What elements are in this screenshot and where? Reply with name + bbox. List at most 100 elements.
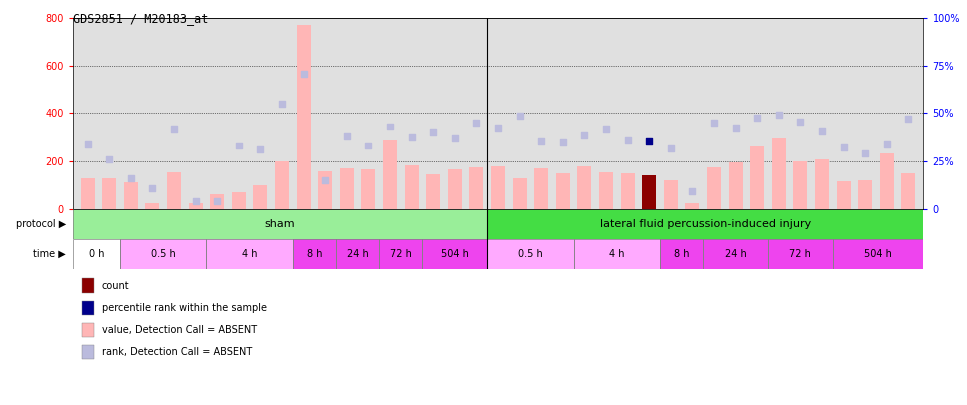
Text: 504 h: 504 h <box>441 249 469 259</box>
Point <box>620 136 635 143</box>
Point <box>835 143 851 150</box>
Bar <box>487 239 573 269</box>
Point <box>145 185 161 192</box>
Bar <box>573 239 660 269</box>
Text: 4 h: 4 h <box>609 249 625 259</box>
Point <box>296 71 311 77</box>
Bar <box>728 162 743 209</box>
Point <box>793 119 808 125</box>
Bar <box>815 159 829 209</box>
Point <box>576 132 592 138</box>
Bar <box>642 175 657 209</box>
Bar <box>189 202 203 209</box>
Point <box>210 198 225 205</box>
Bar <box>703 239 768 269</box>
Bar <box>487 209 923 239</box>
Bar <box>275 161 289 209</box>
Point <box>685 188 700 194</box>
Bar <box>103 178 116 209</box>
Bar <box>750 145 764 209</box>
Text: 24 h: 24 h <box>724 249 747 259</box>
Point <box>80 141 96 147</box>
Bar <box>768 239 833 269</box>
Bar <box>707 167 721 209</box>
Point <box>512 113 527 119</box>
Point <box>361 142 376 149</box>
Bar <box>362 169 375 209</box>
Bar <box>858 180 872 209</box>
Bar <box>599 172 613 209</box>
Text: rank, Detection Call = ABSENT: rank, Detection Call = ABSENT <box>102 347 251 357</box>
Point <box>252 146 268 152</box>
Point <box>900 116 916 123</box>
Bar <box>383 140 397 209</box>
Bar <box>836 181 851 209</box>
Bar <box>379 239 423 269</box>
Text: sham: sham <box>265 219 295 229</box>
Bar <box>513 178 527 209</box>
Point <box>814 128 830 134</box>
Text: 4 h: 4 h <box>242 249 257 259</box>
Point <box>231 142 247 149</box>
Bar <box>663 180 678 209</box>
Bar <box>833 239 923 269</box>
Bar <box>660 239 703 269</box>
Bar <box>703 239 768 269</box>
Bar <box>80 178 95 209</box>
Text: 0 h: 0 h <box>89 249 104 259</box>
Point <box>425 129 441 136</box>
Bar <box>621 173 634 209</box>
Point <box>858 149 873 156</box>
Text: 0.5 h: 0.5 h <box>518 249 542 259</box>
Text: time ▶: time ▶ <box>33 249 66 259</box>
Bar <box>469 167 484 209</box>
Text: 0.5 h: 0.5 h <box>151 249 176 259</box>
Bar <box>793 161 807 209</box>
Point <box>102 156 117 162</box>
Bar <box>660 239 703 269</box>
Bar <box>901 173 916 209</box>
Point <box>728 124 744 131</box>
Point <box>404 134 420 141</box>
Point <box>447 135 462 142</box>
Bar <box>167 172 181 209</box>
Bar <box>336 239 379 269</box>
Text: 8 h: 8 h <box>307 249 322 259</box>
Text: lateral fluid percussion-induced injury: lateral fluid percussion-induced injury <box>600 219 811 229</box>
Text: 504 h: 504 h <box>864 249 893 259</box>
Bar <box>686 202 699 209</box>
Bar <box>232 192 246 209</box>
Bar <box>379 239 423 269</box>
Text: 24 h: 24 h <box>347 249 368 259</box>
Bar <box>426 174 440 209</box>
Bar <box>448 169 462 209</box>
Point <box>469 119 484 126</box>
Bar <box>423 239 487 269</box>
Bar <box>297 26 310 209</box>
Bar <box>339 168 354 209</box>
Text: count: count <box>102 281 130 290</box>
Point <box>555 139 571 145</box>
Text: 8 h: 8 h <box>674 249 689 259</box>
Text: percentile rank within the sample: percentile rank within the sample <box>102 303 267 313</box>
Point <box>382 123 397 130</box>
Bar <box>73 239 120 269</box>
Bar <box>293 239 336 269</box>
Text: protocol ▶: protocol ▶ <box>15 219 66 229</box>
Point <box>317 177 333 183</box>
Bar <box>768 239 833 269</box>
Point <box>749 115 765 122</box>
Point <box>534 138 549 144</box>
Bar <box>534 168 548 209</box>
Bar <box>145 202 160 209</box>
Bar <box>772 139 786 209</box>
Point <box>188 198 203 205</box>
Bar <box>491 166 505 209</box>
Point <box>123 175 138 181</box>
Bar <box>573 239 660 269</box>
Bar <box>318 171 333 209</box>
Point <box>339 133 355 139</box>
Bar <box>487 239 573 269</box>
Bar <box>73 239 120 269</box>
Bar <box>124 182 138 209</box>
